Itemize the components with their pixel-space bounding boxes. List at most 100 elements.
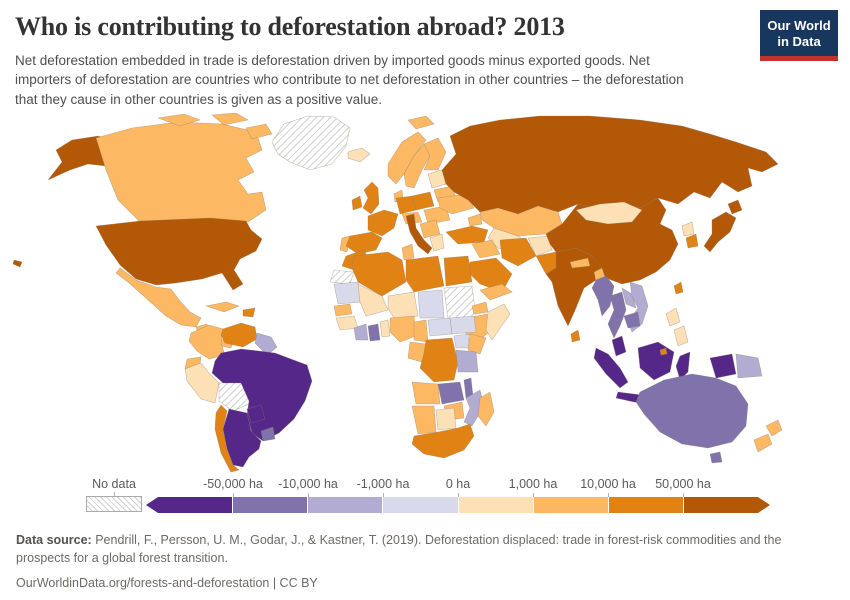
legend-segment-b2[interactable] xyxy=(232,497,308,513)
country-car[interactable] xyxy=(427,317,453,337)
country-colombia[interactable] xyxy=(188,324,226,360)
legend-segment-b5[interactable] xyxy=(457,497,533,513)
country-nepal[interactable] xyxy=(569,257,591,269)
country-west-papua[interactable] xyxy=(709,353,737,379)
country-egypt[interactable] xyxy=(443,255,473,287)
country-mali[interactable] xyxy=(357,283,389,317)
country-cameroon[interactable] xyxy=(413,319,429,343)
country-namibia[interactable] xyxy=(411,405,437,435)
country-algeria[interactable] xyxy=(351,251,407,297)
country-uk[interactable] xyxy=(362,181,380,215)
country-ghana[interactable] xyxy=(367,323,381,342)
legend-segment-b7[interactable] xyxy=(607,497,683,513)
country-taiwan[interactable] xyxy=(673,281,684,295)
country-russia[interactable] xyxy=(441,115,779,215)
country-south-africa[interactable] xyxy=(411,423,475,459)
country-finland[interactable] xyxy=(423,137,447,171)
country-hispaniola[interactable] xyxy=(242,307,256,318)
country-greece[interactable] xyxy=(429,233,445,252)
country-tanzania[interactable] xyxy=(455,349,479,373)
country-borneo[interactable] xyxy=(637,341,675,381)
country-philippines-n[interactable] xyxy=(665,307,681,327)
country-philippines-s[interactable] xyxy=(673,325,689,347)
country-south-korea[interactable] xyxy=(685,233,699,249)
country-uruguay[interactable] xyxy=(260,426,276,442)
country-chad[interactable] xyxy=(417,289,445,319)
country-japan-hokkaido[interactable] xyxy=(727,199,743,215)
country-angola[interactable] xyxy=(411,381,441,405)
country-germany[interactable] xyxy=(395,195,417,215)
country-france[interactable] xyxy=(367,209,399,237)
legend-segment-b8[interactable] xyxy=(682,497,758,513)
country-balkans[interactable] xyxy=(419,219,441,239)
country-svalbard[interactable] xyxy=(407,115,435,130)
country-italy[interactable] xyxy=(405,213,433,255)
country-chile[interactable] xyxy=(214,404,240,473)
country-thailand[interactable] xyxy=(607,291,627,339)
owid-logo[interactable]: Our World in Data xyxy=(760,10,838,62)
country-japan[interactable] xyxy=(703,211,737,253)
country-canada[interactable] xyxy=(95,121,267,231)
country-cuba[interactable] xyxy=(204,301,240,313)
legend-segment-b4[interactable] xyxy=(382,497,458,513)
country-sri-lanka[interactable] xyxy=(570,329,581,343)
country-madagascar[interactable] xyxy=(477,391,495,427)
country-mauritania[interactable] xyxy=(333,281,363,305)
country-canada-arctic1[interactable] xyxy=(157,113,201,127)
country-yemen-oman[interactable] xyxy=(479,283,513,301)
legend-segment-b6[interactable] xyxy=(532,497,608,513)
country-sumatra[interactable] xyxy=(593,347,629,389)
country-syria-iraq[interactable] xyxy=(471,239,501,259)
country-uganda[interactable] xyxy=(453,333,471,349)
country-zambia[interactable] xyxy=(437,381,465,405)
country-brunei[interactable] xyxy=(659,347,668,356)
legend-segment-b1[interactable] xyxy=(158,497,233,513)
country-western-sahara[interactable] xyxy=(329,269,355,285)
country-malaysia[interactable] xyxy=(611,335,627,357)
country-turkey[interactable] xyxy=(445,225,489,245)
country-peru[interactable] xyxy=(184,362,220,404)
country-png[interactable] xyxy=(735,353,763,379)
country-venezuela[interactable] xyxy=(220,322,258,348)
country-nz-north[interactable] xyxy=(765,419,783,437)
country-afghanistan[interactable] xyxy=(527,235,553,257)
country-north-korea[interactable] xyxy=(681,221,695,237)
country-hawaii[interactable] xyxy=(12,259,23,268)
country-mongolia[interactable] xyxy=(575,201,643,225)
country-romania[interactable] xyxy=(423,205,451,225)
country-laos[interactable] xyxy=(621,287,637,309)
country-sweden[interactable] xyxy=(403,143,433,189)
legend-no-data-swatch[interactable] xyxy=(86,496,142,512)
country-portugal[interactable] xyxy=(339,235,351,253)
country-kenya[interactable] xyxy=(467,333,487,355)
country-tunisia[interactable] xyxy=(401,243,415,261)
country-india[interactable] xyxy=(545,247,603,327)
legend-segment-b3[interactable] xyxy=(307,497,383,513)
country-libya[interactable] xyxy=(405,255,445,293)
legend-no-data[interactable]: No data xyxy=(86,477,142,512)
country-canada-arctic3[interactable] xyxy=(245,123,273,140)
country-guyanas[interactable] xyxy=(254,332,278,356)
country-paraguay[interactable] xyxy=(246,404,266,424)
country-australia[interactable] xyxy=(635,373,749,449)
country-somalia[interactable] xyxy=(485,303,511,341)
country-brazil[interactable] xyxy=(211,348,313,442)
country-usa[interactable] xyxy=(95,217,263,291)
country-greenland[interactable] xyxy=(271,115,351,171)
country-iran[interactable] xyxy=(499,237,537,267)
country-nigeria[interactable] xyxy=(389,315,417,343)
country-niger[interactable] xyxy=(387,291,419,319)
country-canada-arctic2[interactable] xyxy=(211,112,249,126)
country-myanmar[interactable] xyxy=(591,275,615,317)
country-dr-congo[interactable] xyxy=(419,337,459,383)
country-cambodia[interactable] xyxy=(623,311,641,329)
country-botswana[interactable] xyxy=(435,407,457,431)
country-spain[interactable] xyxy=(345,231,383,255)
footer-link[interactable]: OurWorldinData.org/forests-and-deforesta… xyxy=(16,576,318,591)
country-ireland[interactable] xyxy=(351,195,363,211)
country-cote-divoire[interactable] xyxy=(353,323,369,341)
country-tasmania[interactable] xyxy=(709,451,723,464)
country-nz-south[interactable] xyxy=(753,433,773,453)
country-sudan[interactable] xyxy=(443,285,477,321)
country-benin-togo[interactable] xyxy=(379,319,391,338)
